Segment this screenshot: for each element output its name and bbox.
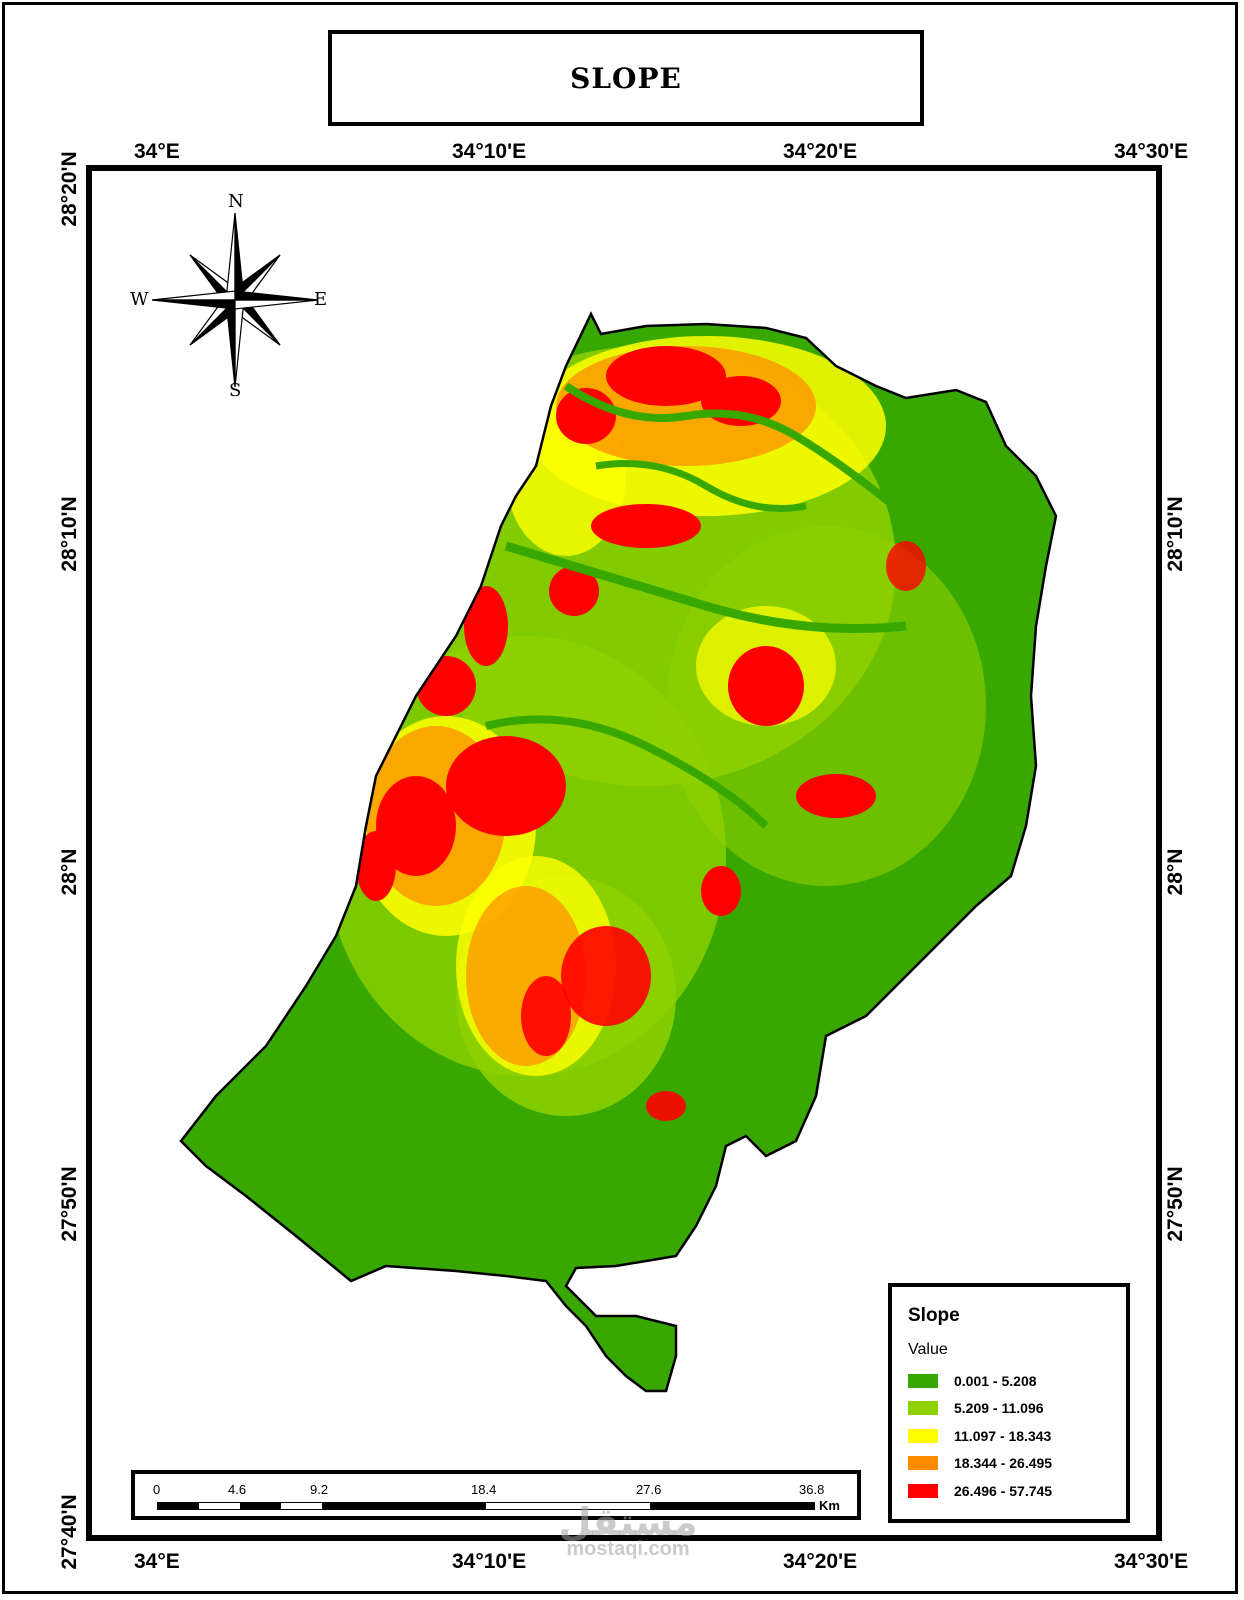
- scale-bar: 0 4.6 9.2 18.4 27.6 36.8 Km: [131, 1470, 861, 1520]
- legend-item-label: 0.001 - 5.208: [954, 1372, 1037, 1389]
- legend-swatch: [908, 1401, 938, 1416]
- legend-item: 11.097 - 18.343: [908, 1422, 1110, 1450]
- lat-label-right: 28°10'N: [1164, 496, 1187, 572]
- map-frame: [86, 165, 1162, 1541]
- lon-label-top: 34°20'E: [783, 140, 858, 163]
- watermark-latin: mostaqi.com: [566, 1538, 690, 1560]
- watermark: مستقل mostaqi.com: [548, 1500, 708, 1561]
- lat-label-right: 27°50'N: [1164, 1166, 1187, 1242]
- lat-label-left: 28°20'N: [58, 151, 81, 227]
- compass-south-label: S: [229, 380, 242, 401]
- legend-swatch: [908, 1373, 938, 1388]
- legend-item: 18.344 - 26.495: [908, 1450, 1110, 1478]
- legend-item-label: 5.209 - 11.096: [954, 1400, 1044, 1417]
- compass-north-label: N: [228, 191, 244, 212]
- scale-segment: [199, 1503, 240, 1509]
- scale-tick-label: 36.8: [799, 1482, 825, 1497]
- legend-item-label: 26.496 - 57.745: [954, 1482, 1053, 1499]
- legend-swatch: [908, 1428, 938, 1443]
- compass-east-label: E: [314, 289, 328, 310]
- slope-raster: [179, 311, 1058, 1393]
- legend: Slope Value 0.001 - 5.208 5.209 - 11.096…: [888, 1283, 1130, 1523]
- scale-segment: [486, 1503, 650, 1509]
- lon-label-top: 34°30'E: [1114, 140, 1189, 163]
- lat-label-left: 27°40'N: [58, 1494, 81, 1570]
- scale-unit: Km: [819, 1498, 840, 1513]
- lon-label-top: 34°10'E: [452, 140, 527, 163]
- scale-tick-label: 9.2: [310, 1482, 329, 1497]
- legend-item-label: 11.097 - 18.343: [954, 1427, 1052, 1444]
- watermark-arabic: مستقل: [558, 1500, 698, 1544]
- title-box: SLOPE: [328, 30, 924, 126]
- scale-segment: [281, 1503, 322, 1509]
- scale-tick-label: 18.4: [471, 1482, 497, 1497]
- scale-tick-label: 27.6: [636, 1482, 662, 1497]
- legend-item-label: 18.344 - 26.495: [954, 1455, 1053, 1472]
- land-outline: [179, 311, 1058, 1393]
- slope-patches: [326, 336, 986, 1121]
- compass-rose-icon: [151, 212, 319, 388]
- lon-label-bottom: 34°30'E: [1114, 1550, 1189, 1573]
- scale-bar-graphic: [157, 1502, 815, 1510]
- north-arrow: N S E W: [130, 191, 340, 405]
- legend-item: 0.001 - 5.208: [908, 1367, 1110, 1395]
- lat-label-left: 28°N: [58, 848, 81, 896]
- legend-title: Slope: [908, 1305, 960, 1326]
- legend-item: 5.209 - 11.096: [908, 1395, 1110, 1423]
- legend-swatch: [908, 1456, 938, 1471]
- scale-tick-label: 4.6: [228, 1482, 247, 1497]
- lon-label-top: 34°E: [134, 140, 180, 163]
- lat-label-left: 27°50'N: [58, 1166, 81, 1242]
- map-title: SLOPE: [570, 61, 682, 95]
- legend-subtitle: Value: [908, 1341, 948, 1358]
- legend-swatch: [908, 1483, 938, 1498]
- lat-label-right: 28°N: [1164, 848, 1187, 896]
- scale-tick-label: 0: [153, 1482, 161, 1497]
- legend-item: 26.496 - 57.745: [908, 1477, 1110, 1505]
- lon-label-bottom: 34°E: [134, 1550, 180, 1573]
- compass-west-label: W: [130, 289, 149, 310]
- lon-label-bottom: 34°10'E: [452, 1550, 527, 1573]
- lat-label-left: 28°10'N: [58, 496, 81, 572]
- lon-label-bottom: 34°20'E: [783, 1550, 858, 1573]
